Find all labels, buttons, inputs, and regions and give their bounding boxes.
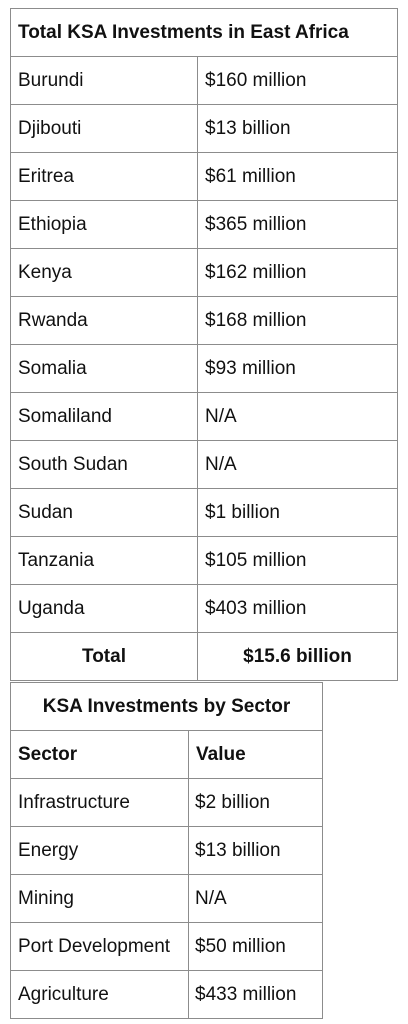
table-row: Eritrea $61 million [10, 152, 399, 201]
country-cell: Rwanda [10, 296, 198, 345]
table-row: South Sudan N/A [10, 440, 399, 489]
country-investments-table: Total KSA Investments in East Africa Bur… [9, 8, 399, 681]
total-value: $15.6 billion [196, 632, 399, 681]
value-cell: $162 million [196, 248, 399, 297]
country-cell: Uganda [10, 584, 198, 633]
sector-cell: Mining [10, 874, 189, 923]
table-row: Agriculture $433 million [10, 970, 323, 1019]
country-cell: Ethiopia [10, 200, 198, 249]
value-cell: $93 million [196, 344, 399, 393]
value-cell: $160 million [196, 56, 399, 105]
table-row: Port Development $50 million [10, 922, 323, 971]
table-row: Kenya $162 million [10, 248, 399, 297]
country-table-title: Total KSA Investments in East Africa [9, 8, 399, 57]
value-cell: $61 million [196, 152, 399, 201]
value-cell: $433 million [188, 970, 323, 1019]
table-row: Tanzania $105 million [10, 536, 399, 585]
value-cell: $403 million [196, 584, 399, 633]
country-cell: Sudan [10, 488, 198, 537]
value-cell: $168 million [196, 296, 399, 345]
table-row: Uganda $403 million [10, 584, 399, 633]
sector-cell: Infrastructure [10, 778, 189, 827]
value-cell: N/A [188, 874, 323, 923]
country-cell: Tanzania [10, 536, 198, 585]
total-row: Total $15.6 billion [10, 632, 399, 681]
sector-cell: Port Development [10, 922, 189, 971]
value-cell: $13 billion [196, 104, 399, 153]
table-row: Djibouti $13 billion [10, 104, 399, 153]
table-title-row: Total KSA Investments in East Africa [9, 8, 399, 57]
table-row: Ethiopia $365 million [10, 200, 399, 249]
value-cell: $1 billion [196, 488, 399, 537]
table-row: Rwanda $168 million [10, 296, 399, 345]
country-cell: Burundi [10, 56, 198, 105]
country-cell: Eritrea [10, 152, 198, 201]
table-row: Energy $13 billion [10, 826, 323, 875]
table-title-row: KSA Investments by Sector [10, 682, 323, 731]
table-row: Somalia $93 million [10, 344, 399, 393]
table-row: Mining N/A [10, 874, 323, 923]
table-row: Burundi $160 million [10, 56, 399, 105]
country-cell: Djibouti [10, 104, 198, 153]
value-cell: $365 million [196, 200, 399, 249]
total-label: Total [10, 632, 198, 681]
value-cell: N/A [196, 440, 399, 489]
table-row: Infrastructure $2 billion [10, 778, 323, 827]
sector-cell: Agriculture [10, 970, 189, 1019]
value-cell: $13 billion [188, 826, 323, 875]
sector-cell: Energy [10, 826, 189, 875]
country-cell: Somalia [10, 344, 198, 393]
value-cell: $105 million [196, 536, 399, 585]
table-header-row: Sector Value [10, 730, 323, 779]
country-cell: Somaliland [10, 392, 198, 441]
sector-column-header: Sector [10, 730, 189, 779]
value-cell: $50 million [188, 922, 323, 971]
value-column-header: Value [188, 730, 323, 779]
table-row: Somaliland N/A [10, 392, 399, 441]
sector-table-title: KSA Investments by Sector [10, 682, 323, 731]
country-cell: Kenya [10, 248, 198, 297]
sector-investments-table: KSA Investments by Sector Sector Value I… [10, 682, 323, 1019]
value-cell: N/A [196, 392, 399, 441]
country-cell: South Sudan [10, 440, 198, 489]
table-row: Sudan $1 billion [10, 488, 399, 537]
value-cell: $2 billion [188, 778, 323, 827]
